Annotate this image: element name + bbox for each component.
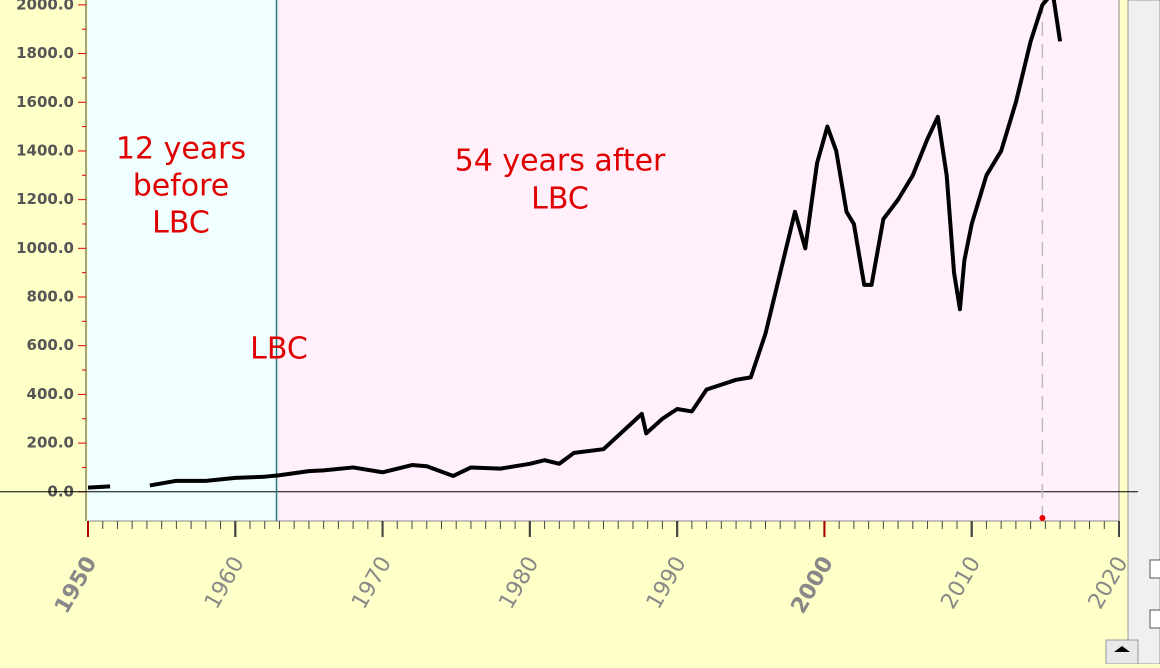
annotation: LBC [250,332,308,367]
y-tick-label: 1200.0 [16,190,74,208]
y-tick-label: 800.0 [27,288,74,306]
y-tick-label: 1000.0 [16,239,74,257]
x-tick-label: 1980 [495,553,545,614]
annotation: LBC [531,182,589,217]
annotation: LBC [152,206,210,241]
y-tick-label: 2000.0 [16,0,74,13]
annotation: 12 years [116,132,246,167]
y-tick-label: 200.0 [27,434,74,452]
scrollbar[interactable] [1127,0,1160,665]
x-tick-label: 2020 [1084,553,1134,614]
regions [88,0,1119,521]
scroll-arrow [1114,646,1130,652]
annotation: 54 years after [455,144,666,179]
x-tick-label: 2000 [787,553,839,619]
region [276,0,1119,521]
x-tick-label: 2010 [936,553,986,614]
marker-dot [1039,515,1046,521]
y-tick-label: 600.0 [27,336,74,354]
x-tick-label: 1990 [642,553,692,614]
x-tick-label: 1970 [347,553,397,614]
checkbox[interactable] [1149,609,1160,629]
y-tick-label: 1400.0 [16,141,74,159]
y-tick-label: 1800.0 [16,44,74,62]
checkbox[interactable] [1149,559,1160,579]
x-tick-label: 1960 [200,553,250,614]
region [88,0,277,521]
annotation: before [133,169,230,204]
y-tick-label: 1600.0 [16,93,74,111]
y-tick-label: 400.0 [27,385,74,403]
x-tick-label: 1950 [50,553,102,619]
series-line [87,0,1063,490]
